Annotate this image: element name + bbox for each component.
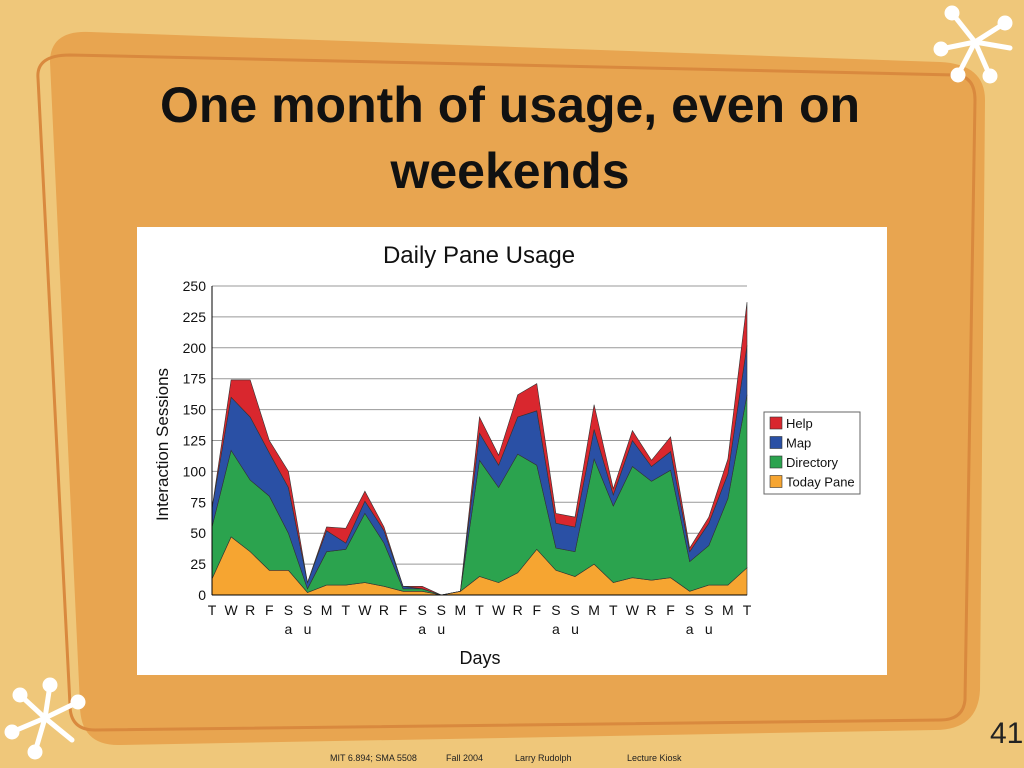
x-tick-label: S (551, 602, 560, 618)
x-tick-label: W (492, 602, 506, 618)
x-tick-label-second-line: a (285, 621, 293, 637)
x-tick-label: F (399, 602, 408, 618)
x-tick-label: R (245, 602, 255, 618)
series-area-help (211, 302, 748, 596)
y-tick-label: 25 (190, 556, 206, 572)
x-tick-label: M (588, 602, 600, 618)
y-tick-label: 200 (183, 340, 207, 356)
x-tick-label: S (704, 602, 713, 618)
x-tick-label: F (265, 602, 274, 618)
x-tick-label-second-line: u (304, 621, 312, 637)
legend-label: Today Pane (786, 475, 855, 490)
x-tick-label: T (609, 602, 618, 618)
x-tick-label: M (722, 602, 734, 618)
x-tick-label: W (626, 602, 640, 618)
y-tick-label: 0 (198, 587, 206, 603)
x-tick-label: M (321, 602, 333, 618)
x-tick-label-second-line: a (686, 621, 694, 637)
x-tick-label: S (303, 602, 312, 618)
x-tick-label: R (379, 602, 389, 618)
x-tick-label: F (533, 602, 542, 618)
x-tick-label: R (646, 602, 656, 618)
panel-outline (36, 53, 977, 732)
x-tick-label-second-line: u (705, 621, 713, 637)
legend-label: Directory (786, 455, 839, 470)
y-tick-label: 100 (183, 463, 207, 479)
y-tick-label: 125 (183, 433, 207, 449)
x-tick-label: S (418, 602, 427, 618)
x-tick-label: R (513, 602, 523, 618)
legend-swatch (769, 455, 783, 469)
legend-swatch (769, 416, 783, 430)
y-axis-label: Interaction Sessions (153, 368, 172, 521)
x-tick-label: S (284, 602, 293, 618)
x-tick-label-second-line: a (552, 621, 560, 637)
y-tick-label: 225 (183, 309, 207, 325)
y-tick-label: 50 (190, 525, 206, 541)
x-tick-label-second-line: u (437, 621, 445, 637)
footer-lecture: Lecture Kiosk (627, 753, 682, 763)
x-tick-label: S (570, 602, 579, 618)
x-tick-label-second-line: a (418, 621, 426, 637)
legend-label: Map (786, 436, 811, 451)
x-tick-label: T (208, 602, 217, 618)
x-tick-label: F (666, 602, 675, 618)
footer-course: MIT 6.894; SMA 5508 (330, 753, 417, 763)
y-tick-label: 250 (183, 278, 207, 294)
chart-panel: Daily Pane Usage 0 25 50 75 100 125 150 175 200 22… (137, 227, 887, 675)
x-tick-label-second-line: u (571, 621, 579, 637)
x-tick-label: W (224, 602, 238, 618)
y-tick-label: 175 (183, 371, 207, 387)
y-tick-label: 150 (183, 402, 207, 418)
x-axis-label: Days (459, 648, 500, 668)
page-number: 41 (990, 717, 1024, 750)
x-tick-label: S (685, 602, 694, 618)
x-tick-label: T (475, 602, 484, 618)
legend-swatch (769, 436, 783, 449)
x-tick-label: T (341, 602, 350, 618)
slide-title: One month of usage, even on weekends (159, 77, 861, 199)
x-tick-label: M (455, 602, 467, 618)
legend-swatch (769, 475, 783, 488)
footer-term: Fall 2004 (446, 753, 484, 763)
starburst-icon (933, 5, 1013, 84)
x-tick-label: S (437, 602, 446, 618)
daily-pane-usage-chart: Daily Pane Usage 0 25 50 75 100 125 150 175 200 22… (153, 242, 861, 668)
y-tick-label: 75 (190, 494, 206, 510)
chart-title: Daily Pane Usage (383, 242, 575, 269)
starburst-icon (4, 677, 86, 760)
footer-author: Larry Rudolph (515, 753, 572, 763)
legend-label: Help (786, 416, 813, 431)
x-tick-label: W (358, 602, 372, 618)
x-tick-label: T (743, 602, 752, 618)
